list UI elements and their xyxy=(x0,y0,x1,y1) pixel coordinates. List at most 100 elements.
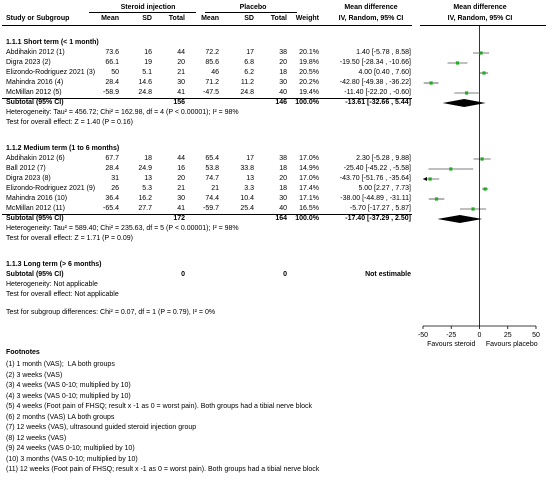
exp-mean: 26 xyxy=(111,185,119,192)
effect-square xyxy=(465,91,469,95)
footnote: (6) 2 months (VAS) LA both groups xyxy=(6,413,115,421)
subtotal-ci: -17.40 [-37.29 , 2.50] xyxy=(345,215,411,222)
subtotal-rule xyxy=(2,98,412,99)
exp-total: 41 xyxy=(177,89,185,96)
x-tick-label: 25 xyxy=(504,332,512,339)
subgroup-difference-test: Test for subgroup differences: Chi² = 0.… xyxy=(6,309,216,316)
subtotal-ctl-total: 0 xyxy=(283,271,287,278)
subtotal-label: Subtotal (95% CI) xyxy=(6,271,64,278)
study-ci: -42.80 [-49.38 , -36.22] xyxy=(339,79,411,86)
heterogeneity: Heterogeneity: Not applicable xyxy=(6,281,98,288)
exp-total-header: Total xyxy=(168,15,185,22)
exp-total: 41 xyxy=(177,205,185,212)
study-ci: -11.40 [-22.20 , -0.60] xyxy=(344,89,411,96)
study-name: Elizondo-Rodriguez 2021 (9) xyxy=(6,185,96,192)
subtotal-exp-total: 172 xyxy=(173,215,185,222)
ctl-total: 40 xyxy=(279,89,287,96)
subtotal-ci: Not estimable xyxy=(365,271,411,278)
subtotal-label: Subtotal (95% CI) xyxy=(6,215,64,222)
effect-square xyxy=(479,51,483,55)
ctl-sd-header: SD xyxy=(244,15,254,22)
exp-total: 44 xyxy=(177,49,185,56)
x-tick-label: 50 xyxy=(532,332,540,339)
study-weight: 17.0% xyxy=(299,155,319,162)
exp-mean: 31 xyxy=(111,175,119,182)
ctl-sd: 24.8 xyxy=(240,89,254,96)
exp-sd: 18 xyxy=(144,155,152,162)
plot-header-rule xyxy=(420,25,546,26)
ctl-mean: 74.7 xyxy=(205,175,219,182)
subtotal-ci: -13.61 [-32.66 , 5.44] xyxy=(345,99,411,106)
study-ci: 5.00 [2.27 , 7.73] xyxy=(358,185,411,192)
effect-square xyxy=(480,157,484,161)
study-ci: -19.50 [-28.34 , -10.66] xyxy=(339,59,411,66)
exp-sd: 5.1 xyxy=(142,69,152,76)
heterogeneity: Heterogeneity: Tau² = 589.40; Chi² = 235… xyxy=(6,225,239,232)
study-ci: 4.00 [0.40 , 7.60] xyxy=(358,69,411,76)
overall-effect-test: Test for overall effect: Z = 1.40 (P = 0… xyxy=(6,119,133,126)
exp-mean: 28.4 xyxy=(105,165,119,172)
exp-sd: 13 xyxy=(144,175,152,182)
exp-group-rule xyxy=(89,12,196,13)
effect-subheader: IV, Random, 95% CI xyxy=(338,15,404,22)
ctl-mean: 65.4 xyxy=(205,155,219,162)
exp-sd: 24.8 xyxy=(138,89,152,96)
exp-mean-header: Mean xyxy=(101,15,119,22)
exp-sd-header: SD xyxy=(142,15,152,22)
footnote: (4) 3 weeks (VAS 0-10; multiplied by 10) xyxy=(6,392,131,400)
study-weight: 17.4% xyxy=(299,185,319,192)
effect-square xyxy=(449,167,453,171)
exp-group-header: Steroid injection xyxy=(120,4,176,11)
header-rule xyxy=(2,25,412,26)
footnote: (3) 4 weeks (VAS 0-10; multiplied by 10) xyxy=(6,382,131,389)
exp-sd: 24.9 xyxy=(138,165,152,172)
study-name: Abdihakin 2012 (1) xyxy=(6,49,65,56)
study-name: Elizondo-Rodriguez 2021 (3) xyxy=(6,69,96,76)
exp-sd: 19 xyxy=(144,59,152,66)
study-name: Abdihakin 2012 (6) xyxy=(6,155,65,162)
exp-sd: 16.2 xyxy=(138,195,152,202)
ctl-mean: -47.5 xyxy=(203,89,219,96)
exp-total: 21 xyxy=(177,185,185,192)
exp-total: 16 xyxy=(177,165,185,172)
ctl-total: 30 xyxy=(279,79,287,86)
study-weight: 20.1% xyxy=(299,49,319,56)
study-weight: 20.5% xyxy=(299,69,319,76)
effect-title: Mean difference xyxy=(344,4,398,11)
study-weight: 17.0% xyxy=(299,175,319,182)
exp-total: 21 xyxy=(177,69,185,76)
ctl-sd: 17 xyxy=(246,155,254,162)
study-weight: 19.8% xyxy=(299,59,319,66)
ctl-sd: 17 xyxy=(246,49,254,56)
effect-square xyxy=(483,187,487,191)
ctl-mean: 85.6 xyxy=(205,59,219,66)
ctl-sd: 6.2 xyxy=(244,69,254,76)
exp-mean: 67.7 xyxy=(105,155,119,162)
exp-mean: 28.4 xyxy=(105,79,119,86)
ctl-total: 18 xyxy=(279,69,287,76)
study-ci: -38.00 [-44.89 , -31.11] xyxy=(340,195,411,202)
subgroup-title: 1.1.2 Medium term (1 to 6 months) xyxy=(6,145,120,152)
plot-subheader: IV, Random, 95% CI xyxy=(447,15,513,22)
study-weight: 16.5% xyxy=(299,205,319,212)
footnote: (10) 3 months (VAS 0-10; multiplied by 1… xyxy=(6,455,138,463)
ci-arrow xyxy=(423,177,427,181)
favours-placebo-label: Favours placebo xyxy=(486,341,538,348)
footnote: (7) 12 weeks (VAS), ultrasound guided st… xyxy=(6,424,197,431)
weight-header: Weight xyxy=(295,15,319,22)
ctl-mean: 21 xyxy=(211,185,219,192)
favours-steroid-label: Favours steroid xyxy=(427,341,475,348)
exp-mean: 50 xyxy=(111,69,119,76)
study-name: Mahindra 2016 (10) xyxy=(6,195,68,202)
effect-square xyxy=(434,197,439,201)
ctl-total: 18 xyxy=(279,185,287,192)
ctl-sd: 10.4 xyxy=(240,195,254,202)
overall-effect-test: Test for overall effect: Z = 1.71 (P = 0… xyxy=(6,235,133,242)
subgroup-title: 1.1.3 Long term (> 6 months) xyxy=(6,261,102,268)
ctl-mean: 71.2 xyxy=(205,79,219,86)
study-weight: 14.9% xyxy=(299,165,319,172)
effect-square xyxy=(455,61,460,65)
effect-square xyxy=(429,81,433,85)
subtotal-diamond xyxy=(442,99,486,107)
study-ci: 2.30 [-5.28 , 9.88] xyxy=(356,155,411,162)
